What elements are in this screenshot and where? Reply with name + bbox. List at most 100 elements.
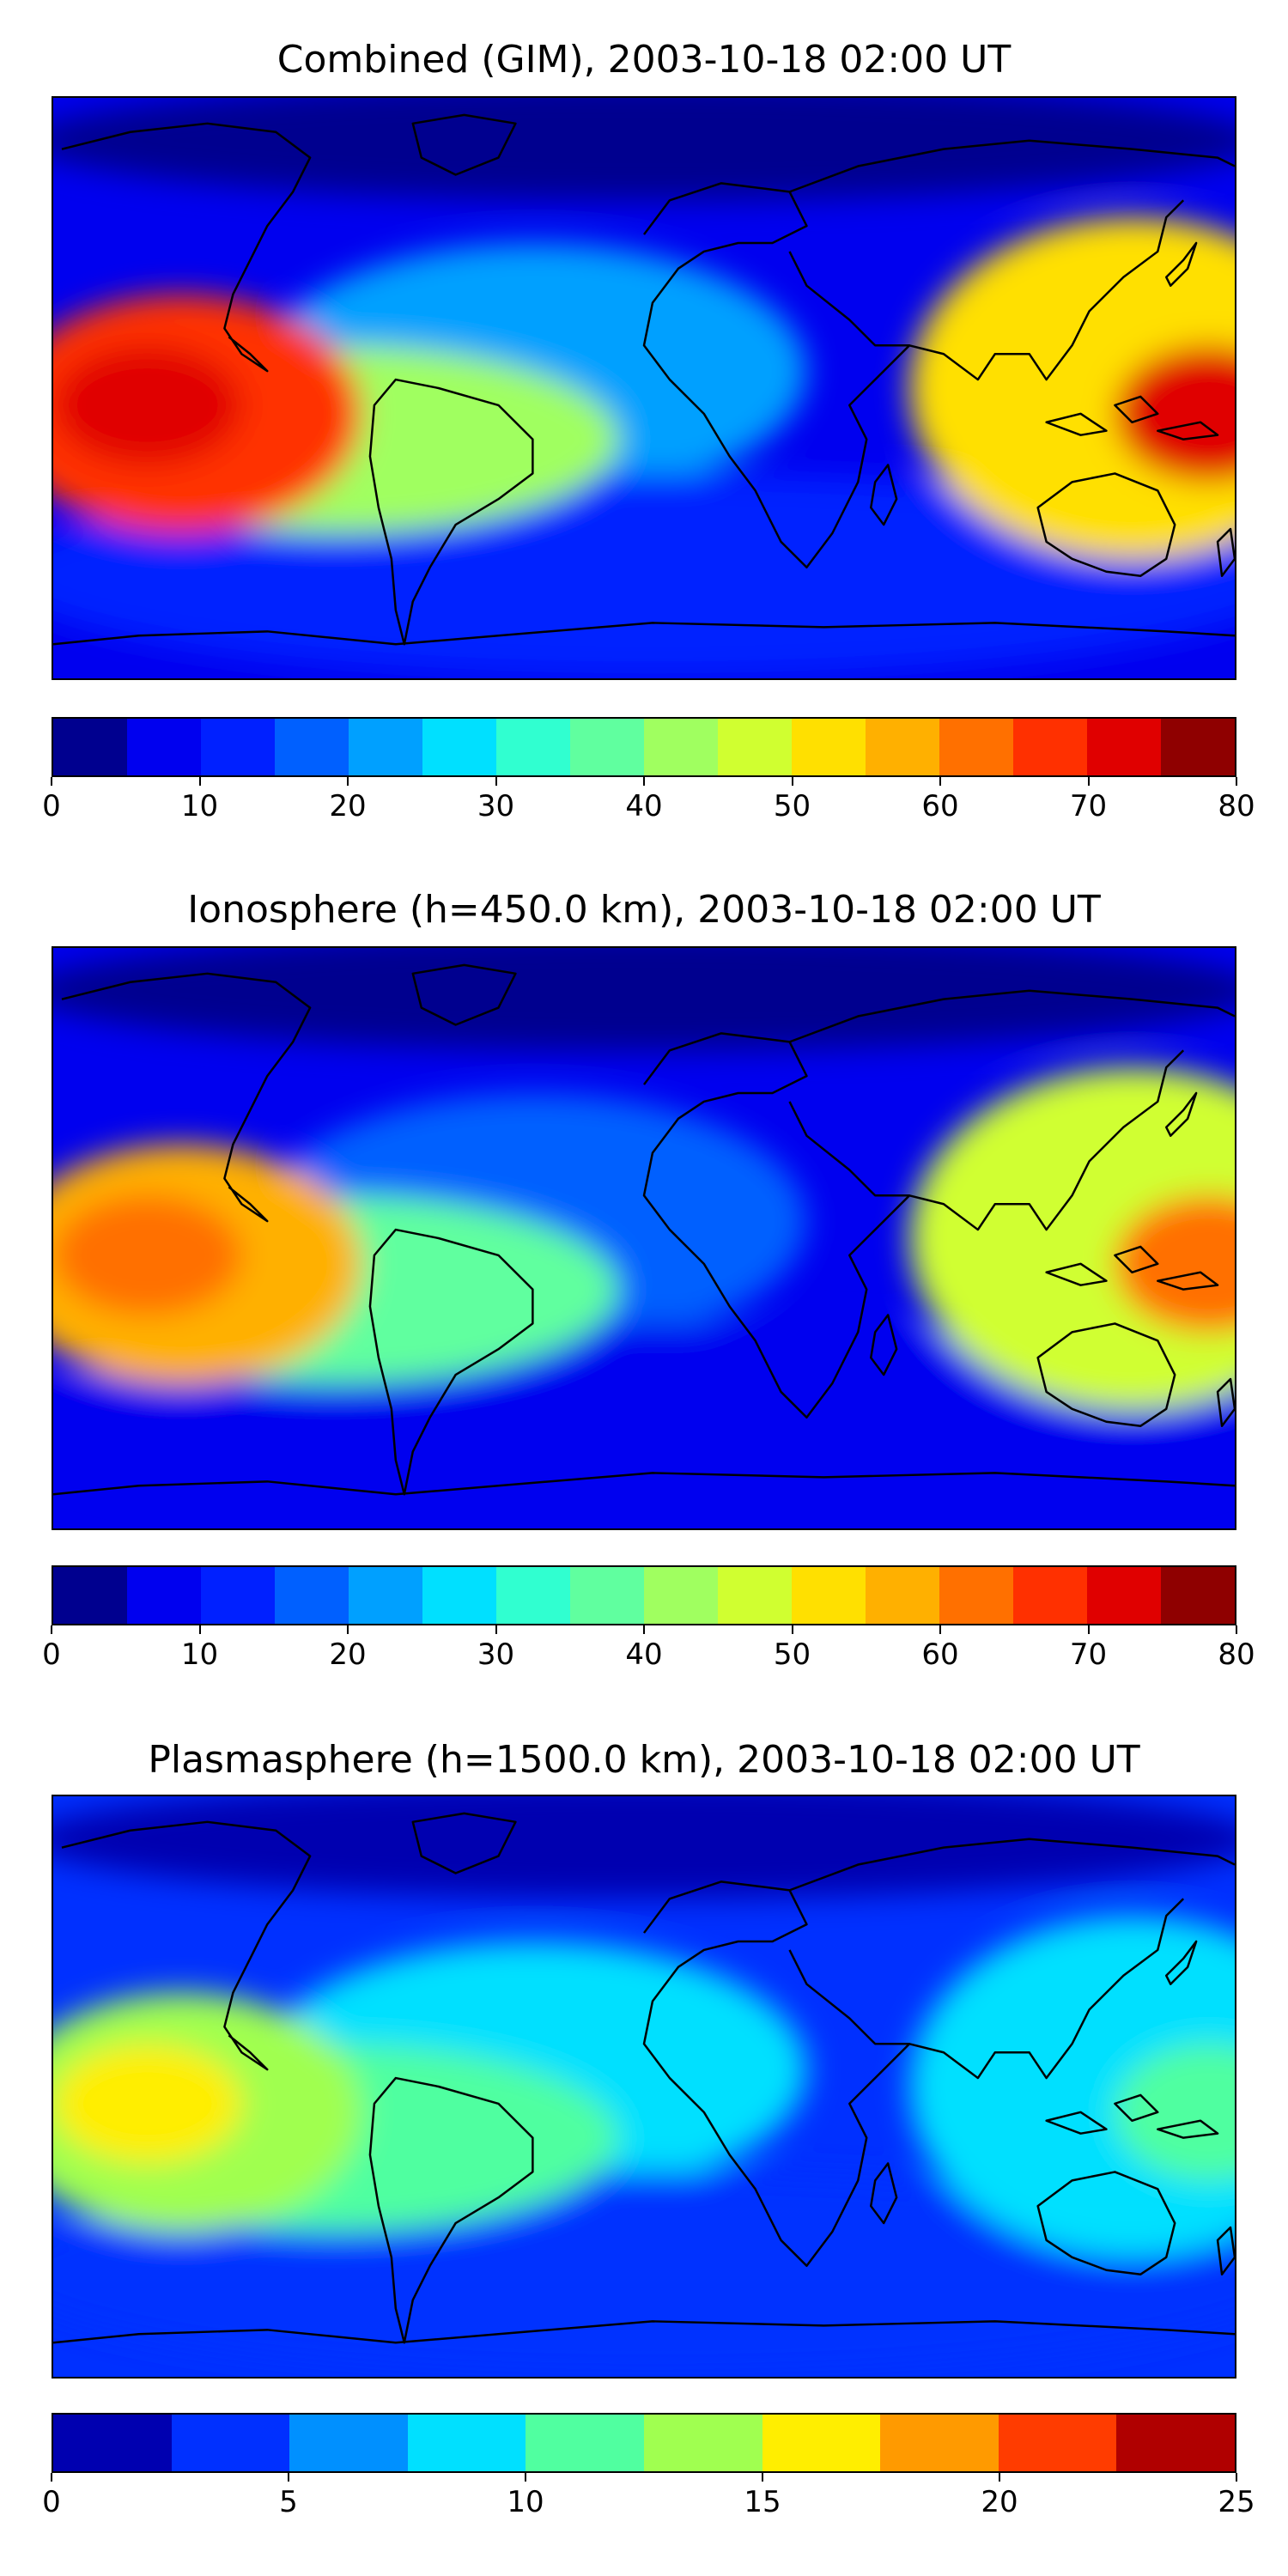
coastline	[642, 1032, 911, 1419]
colorbar-segment	[53, 1567, 127, 1624]
colorbar-tick-label: 0	[42, 2485, 61, 2519]
colorbar-segment	[939, 1567, 1013, 1624]
contour-region-north	[53, 1796, 1235, 1899]
colorbar-tick	[51, 1625, 52, 1634]
coastline	[61, 122, 312, 373]
panel-2-colorbar	[52, 1565, 1236, 1625]
contour-region-asia-core	[1115, 345, 1235, 483]
colorbar-segment	[171, 2415, 290, 2471]
colorbar-tick-label: 20	[329, 1637, 367, 1672]
colorbar-tick	[939, 777, 941, 786]
contour-region-north	[53, 948, 1235, 1051]
coastline	[368, 2076, 534, 2344]
colorbar-segment	[127, 1567, 201, 1624]
coastline	[789, 1838, 1235, 1892]
colorbar-segment	[644, 1567, 718, 1624]
coastline	[53, 1472, 1235, 1496]
colorbar-tick	[791, 1625, 793, 1634]
colorbar-segment	[127, 719, 201, 775]
colorbar-tick	[51, 777, 52, 786]
colorbar-segment	[289, 2415, 408, 2471]
coastline	[411, 963, 517, 1026]
colorbar-segment	[792, 719, 866, 775]
coastline	[1045, 1245, 1219, 1291]
colorbar-tick-label: 25	[1218, 2485, 1255, 2519]
colorbar-tick-label: 70	[1069, 1637, 1108, 1672]
coastline	[869, 1314, 898, 1376]
coastline	[1164, 241, 1198, 287]
coastline	[1036, 2171, 1176, 2275]
coastline	[61, 1820, 312, 2071]
colorbar-tick	[939, 1625, 941, 1634]
panel-3-colorbar	[52, 2413, 1236, 2473]
coastline	[908, 1049, 1185, 1231]
colorbar-tick-label: 70	[1069, 789, 1108, 823]
colorbar-segment	[53, 719, 127, 775]
colorbar-segment	[570, 719, 644, 775]
panel-3-title: Plasmasphere (h=1500.0 km), 2003-10-18 0…	[148, 1738, 1140, 1782]
contour-region-asia	[909, 217, 1235, 559]
colorbar-segment	[349, 1567, 422, 1624]
colorbar-segment	[939, 719, 1013, 775]
coastline	[869, 464, 898, 526]
contour-region-asia-core	[1115, 1195, 1235, 1333]
coastline	[642, 1880, 911, 2268]
contour-region-asia-core	[1115, 2044, 1235, 2181]
colorbar-segment	[275, 719, 349, 775]
coastline	[1164, 1091, 1198, 1137]
colorbar-tick-label: 0	[42, 1637, 61, 1672]
colorbar-segment	[496, 1567, 570, 1624]
colorbar-segment	[1161, 719, 1235, 775]
colorbar-tick-label: 10	[507, 2485, 544, 2519]
panel-1-colorbar	[52, 717, 1236, 777]
coastline	[789, 139, 1235, 193]
coastline	[1045, 395, 1219, 440]
coastline	[1164, 1940, 1198, 1985]
colorbar-tick	[999, 2473, 1000, 2482]
panel-1-title: Combined (GIM), 2003-10-18 02:00 UT	[276, 38, 1012, 82]
colorbar-tick-label: 50	[773, 789, 811, 823]
colorbar-tick	[495, 1625, 497, 1634]
colorbar-segment	[866, 719, 939, 775]
colorbar-tick	[525, 2473, 526, 2482]
colorbar-tick	[288, 2473, 289, 2482]
panel-1-map	[52, 96, 1236, 680]
colorbar-tick	[1087, 1625, 1090, 1634]
coastline	[411, 113, 517, 176]
coastline	[908, 1898, 1185, 2080]
colorbar-segment	[1087, 719, 1161, 775]
coastline	[1216, 2226, 1235, 2275]
coastline	[1216, 1377, 1235, 1427]
coastline	[1036, 1322, 1176, 1427]
coastline	[368, 1228, 534, 1496]
colorbar-tick-label: 80	[1218, 1637, 1255, 1672]
contour-region-asia	[909, 1067, 1235, 1409]
coastline	[53, 622, 1235, 646]
coastline	[411, 1812, 517, 1874]
colorbar-segment	[792, 1567, 866, 1624]
colorbar-tick-label: 5	[279, 2485, 298, 2519]
colorbar-segment	[643, 2415, 762, 2471]
colorbar-tick-label: 30	[477, 789, 515, 823]
coastline	[61, 972, 312, 1223]
colorbar-segment	[422, 719, 496, 775]
colorbar-tick	[198, 777, 201, 786]
colorbar-segment	[53, 2415, 172, 2471]
colorbar-tick	[198, 1625, 201, 1634]
colorbar-segment	[1161, 1567, 1235, 1624]
coastline	[908, 199, 1185, 381]
panel-2-colorbar-ticks: 0 10 20 30 40 50 60 70 80	[42, 1625, 1255, 1677]
colorbar-segment	[866, 1567, 939, 1624]
coastline	[642, 182, 911, 569]
colorbar-tick-label: 80	[1218, 789, 1255, 823]
colorbar-segment	[762, 2415, 881, 2471]
colorbar-tick-label: 40	[625, 1637, 663, 1672]
colorbar-segment	[275, 1567, 349, 1624]
colorbar-tick	[1236, 2473, 1237, 2482]
coastline	[53, 2320, 1235, 2344]
colorbar-tick-label: 10	[180, 1637, 219, 1672]
colorbar-segment	[1013, 1567, 1087, 1624]
colorbar-segment	[570, 1567, 644, 1624]
panel-2-title: Ionosphere (h=450.0 km), 2003-10-18 02:0…	[187, 888, 1101, 932]
colorbar-tick-label: 20	[981, 2485, 1018, 2519]
